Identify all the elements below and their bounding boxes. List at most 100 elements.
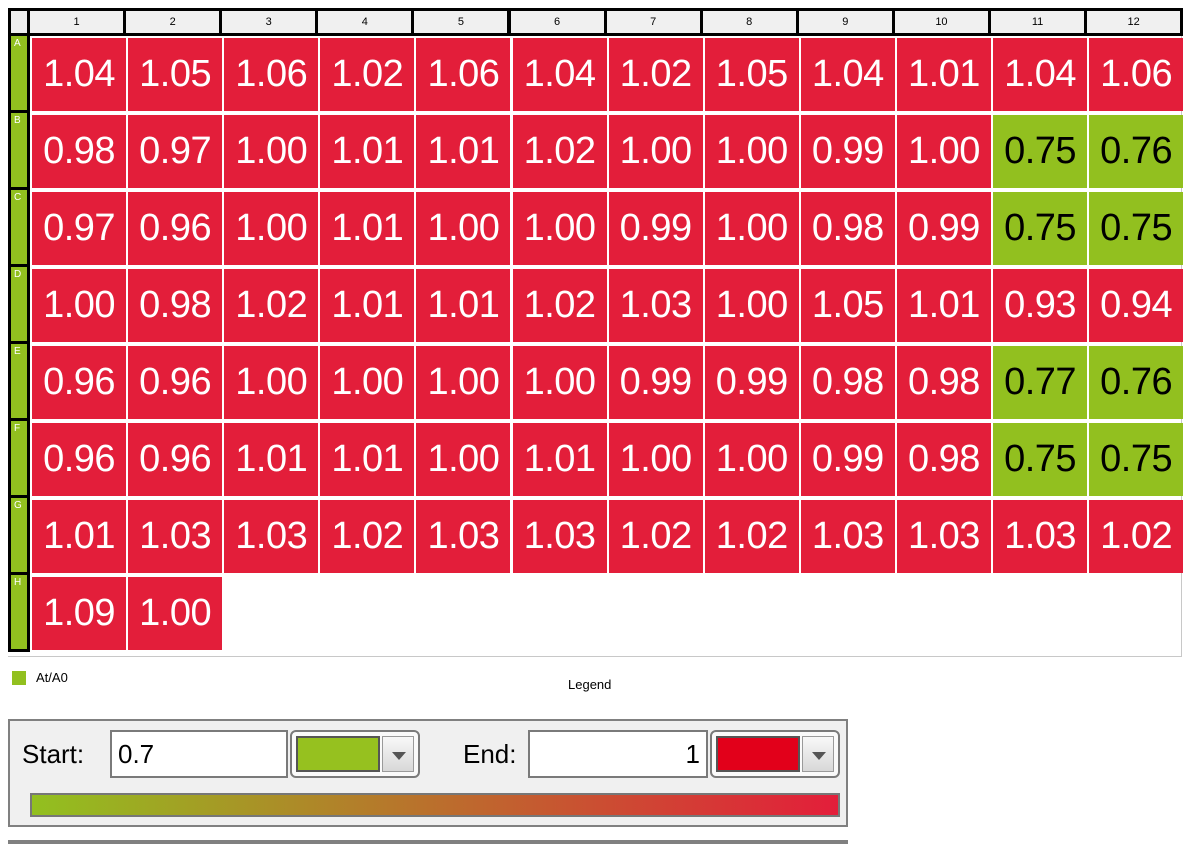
start-value-input[interactable]: 0.7 — [110, 730, 288, 778]
well-cell[interactable]: 0.99 — [704, 346, 799, 419]
well-cell[interactable]: 1.01 — [896, 269, 991, 342]
well-cell[interactable]: 1.02 — [224, 269, 319, 342]
well-cell[interactable]: 1.02 — [608, 500, 703, 573]
well-cell[interactable]: 0.96 — [32, 346, 127, 419]
well-cell[interactable]: 1.02 — [608, 38, 703, 111]
well-cell[interactable]: 1.00 — [416, 346, 511, 419]
well-cell[interactable]: 1.00 — [416, 423, 511, 496]
column-header[interactable]: 6 — [507, 8, 607, 36]
well-cell[interactable]: 0.98 — [128, 269, 223, 342]
well-cell[interactable]: 0.99 — [608, 192, 703, 265]
well-cell[interactable]: 1.02 — [1089, 500, 1184, 573]
well-cell[interactable]: 1.02 — [704, 500, 799, 573]
row-header[interactable]: E — [8, 341, 30, 421]
well-cell[interactable]: 0.99 — [800, 423, 895, 496]
well-cell[interactable]: 1.01 — [32, 500, 127, 573]
end-value-input[interactable]: 1 — [528, 730, 708, 778]
well-cell[interactable]: 1.03 — [993, 500, 1088, 573]
well-cell[interactable]: 1.03 — [800, 500, 895, 573]
well-cell[interactable]: 0.96 — [32, 423, 127, 496]
well-cell[interactable]: 1.01 — [320, 115, 415, 188]
well-cell[interactable]: 1.00 — [896, 115, 991, 188]
well-cell[interactable]: 1.01 — [416, 269, 511, 342]
well-cell[interactable]: 1.00 — [512, 192, 607, 265]
row-header[interactable]: C — [8, 187, 30, 267]
column-header[interactable]: 4 — [315, 8, 415, 36]
column-header[interactable]: 5 — [411, 8, 511, 36]
well-cell[interactable]: 1.04 — [800, 38, 895, 111]
row-header[interactable]: G — [8, 495, 30, 575]
well-cell[interactable]: 1.01 — [320, 269, 415, 342]
well-cell[interactable]: 0.75 — [993, 115, 1088, 188]
well-cell[interactable]: 1.06 — [416, 38, 511, 111]
well-cell[interactable]: 0.97 — [32, 192, 127, 265]
chevron-down-icon[interactable] — [382, 736, 414, 772]
well-cell[interactable]: 1.03 — [896, 500, 991, 573]
well-cell[interactable]: 1.04 — [512, 38, 607, 111]
well-cell[interactable]: 1.00 — [32, 269, 127, 342]
well-cell[interactable]: 0.97 — [128, 115, 223, 188]
well-cell[interactable]: 1.03 — [608, 269, 703, 342]
well-cell[interactable]: 0.93 — [993, 269, 1088, 342]
column-header[interactable]: 8 — [699, 8, 799, 36]
well-cell[interactable]: 1.00 — [704, 423, 799, 496]
well-cell[interactable]: 1.00 — [224, 192, 319, 265]
well-cell[interactable]: 0.75 — [1089, 192, 1184, 265]
well-cell[interactable]: 1.06 — [224, 38, 319, 111]
well-cell[interactable]: 0.77 — [993, 346, 1088, 419]
well-cell[interactable]: 1.00 — [704, 192, 799, 265]
row-header[interactable]: F — [8, 418, 30, 498]
well-cell[interactable]: 0.94 — [1089, 269, 1184, 342]
well-cell[interactable]: 1.00 — [512, 346, 607, 419]
well-cell[interactable]: 0.96 — [128, 423, 223, 496]
well-cell[interactable]: 1.05 — [800, 269, 895, 342]
start-color-picker[interactable] — [290, 730, 420, 778]
well-cell[interactable]: 0.75 — [993, 423, 1088, 496]
column-header[interactable]: 3 — [219, 8, 319, 36]
well-cell[interactable]: 1.04 — [993, 38, 1088, 111]
column-header[interactable]: 2 — [123, 8, 223, 36]
well-cell[interactable]: 1.00 — [704, 269, 799, 342]
row-header[interactable]: A — [8, 33, 30, 113]
well-cell[interactable]: 1.06 — [1089, 38, 1184, 111]
well-cell[interactable]: 0.98 — [896, 423, 991, 496]
well-cell[interactable]: 0.96 — [128, 192, 223, 265]
column-header[interactable]: 7 — [603, 8, 703, 36]
well-cell[interactable]: 1.03 — [128, 500, 223, 573]
well-cell[interactable]: 1.01 — [320, 192, 415, 265]
well-cell[interactable]: 0.98 — [32, 115, 127, 188]
well-cell[interactable]: 1.01 — [896, 38, 991, 111]
well-cell[interactable]: 0.99 — [608, 346, 703, 419]
column-header[interactable]: 1 — [27, 8, 127, 36]
well-cell[interactable]: 0.98 — [896, 346, 991, 419]
column-header[interactable]: 11 — [988, 8, 1088, 36]
well-cell[interactable]: 1.01 — [512, 423, 607, 496]
well-cell[interactable]: 1.03 — [416, 500, 511, 573]
well-cell[interactable]: 0.99 — [896, 192, 991, 265]
well-cell[interactable]: 1.02 — [512, 269, 607, 342]
well-cell[interactable]: 1.03 — [512, 500, 607, 573]
well-cell[interactable]: 1.00 — [128, 577, 223, 650]
well-cell[interactable]: 0.98 — [800, 192, 895, 265]
column-header[interactable]: 10 — [891, 8, 991, 36]
well-cell[interactable]: 1.00 — [320, 346, 415, 419]
well-cell[interactable]: 1.00 — [224, 115, 319, 188]
well-cell[interactable]: 1.09 — [32, 577, 127, 650]
well-cell[interactable]: 1.05 — [704, 38, 799, 111]
well-cell[interactable]: 1.04 — [32, 38, 127, 111]
well-cell[interactable]: 0.75 — [993, 192, 1088, 265]
row-header[interactable]: B — [8, 110, 30, 190]
well-cell[interactable]: 0.98 — [800, 346, 895, 419]
well-cell[interactable]: 0.76 — [1089, 346, 1184, 419]
row-header[interactable]: D — [8, 264, 30, 344]
well-cell[interactable]: 1.02 — [512, 115, 607, 188]
well-cell[interactable]: 1.05 — [128, 38, 223, 111]
end-color-picker[interactable] — [710, 730, 840, 778]
well-cell[interactable]: 1.00 — [416, 192, 511, 265]
well-cell[interactable]: 0.75 — [1089, 423, 1184, 496]
well-cell[interactable]: 0.76 — [1089, 115, 1184, 188]
well-cell[interactable]: 0.99 — [800, 115, 895, 188]
well-cell[interactable]: 1.02 — [320, 38, 415, 111]
well-cell[interactable]: 1.00 — [224, 346, 319, 419]
well-cell[interactable]: 1.01 — [416, 115, 511, 188]
